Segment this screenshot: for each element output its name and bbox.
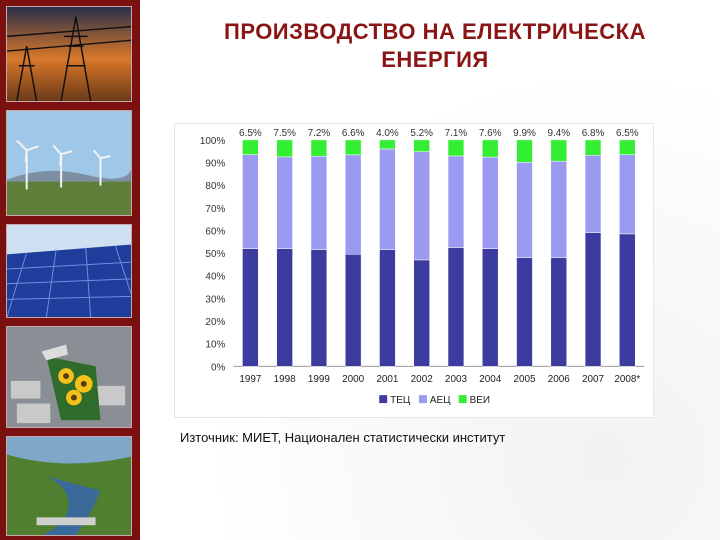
bar-top-label: 6.5% [239, 128, 262, 139]
chart-svg: 0% 10% 20% 30% 40% 50% 60% 70% 80% 90% 100% 6.5% 199… [200, 128, 645, 406]
bar-segment-ВЕИ [242, 139, 259, 155]
bar-segment-ВЕИ [516, 139, 533, 163]
source-note: Източник: МИЕТ, Национален статистически… [180, 430, 506, 445]
bar-top-label: 7.5% [273, 128, 296, 139]
solar-panels-photo [6, 224, 132, 318]
y-tick-label: 30% [205, 294, 225, 305]
bar-segment-ТЕЦ [242, 248, 259, 367]
y-tick-label: 70% [205, 204, 225, 215]
legend-swatch [379, 395, 388, 404]
bar-segment-ТЕЦ [516, 257, 533, 367]
y-tick-label: 60% [205, 226, 225, 237]
bar-segment-АЕЦ [619, 154, 636, 235]
stacked-bar-chart: 0% 10% 20% 30% 40% 50% 60% 70% 80% 90% 100% 6.5% 199… [174, 123, 654, 418]
y-tick-label: 20% [205, 317, 225, 328]
y-tick-label: 90% [205, 159, 225, 170]
bar-top-label: 6.5% [616, 128, 639, 139]
bar-segment-ТЕЦ [276, 248, 293, 367]
bar-segment-АЕЦ [379, 148, 396, 250]
bar-segment-АЕЦ [344, 154, 362, 255]
x-tick-label: 2006 [548, 374, 571, 385]
x-tick-label: 2002 [411, 374, 434, 385]
bar-segment-АЕЦ [242, 154, 259, 249]
y-tick-label: 100% [200, 136, 226, 147]
bar-segment-ВЕИ [447, 139, 465, 157]
bar-top-label: 6.8% [582, 128, 605, 139]
y-tick-label: 10% [205, 340, 225, 351]
x-tick-label: 2000 [342, 374, 365, 385]
x-tick-label: 2007 [582, 374, 605, 385]
x-tick-label: 2005 [513, 374, 536, 385]
bar-segment-АЕЦ [447, 155, 465, 248]
title-line-2: ЕНЕРГИЯ [381, 47, 489, 72]
x-tick-label: 1997 [239, 374, 262, 385]
x-tick-label: 2004 [479, 374, 502, 385]
bar-segment-ТЕЦ [447, 247, 465, 367]
bar-top-label: 7.6% [479, 128, 502, 139]
legend-label: ТЕЦ [390, 395, 411, 406]
bar-segment-ВЕИ [413, 139, 430, 152]
bar-segment-АЕЦ [584, 155, 602, 233]
bar-top-label: 4.0% [376, 128, 399, 139]
bar-top-label: 5.2% [410, 128, 433, 139]
legend-swatch [418, 395, 427, 404]
bar-top-label: 7.2% [308, 128, 331, 139]
bar-segment-АЕЦ [413, 151, 430, 261]
left-photo-band [0, 0, 140, 540]
y-tick-label: 50% [205, 249, 225, 260]
bar-segment-ТЕЦ [379, 249, 396, 367]
bar-segment-ВЕИ [550, 139, 567, 162]
bar-segment-ТЕЦ [344, 254, 362, 367]
bar-top-label: 7.1% [445, 128, 468, 139]
bar-segment-ТЕЦ [413, 259, 430, 367]
bar-segment-ВЕИ [344, 139, 362, 156]
y-tick-label: 40% [205, 272, 225, 283]
bar-segment-ВЕИ [276, 139, 293, 158]
bar-segment-ТЕЦ [482, 248, 499, 367]
x-tick-label: 1998 [274, 374, 297, 385]
title-line-1: ПРОИЗВОДСТВО НА ЕЛЕКТРИЧЕСКА [224, 19, 646, 44]
x-tick-label: 2008* [614, 374, 640, 385]
bar-segment-ВЕИ [482, 139, 499, 158]
bar-segment-ТЕЦ [584, 232, 602, 367]
bar-segment-ВЕИ [310, 139, 328, 157]
bar-segment-ТЕЦ [550, 257, 567, 367]
bar-segment-ВЕИ [619, 139, 636, 155]
power-lines-photo [6, 6, 132, 102]
legend-label: АЕЦ [430, 395, 451, 406]
y-tick-label: 0% [211, 362, 226, 373]
x-tick-label: 2003 [445, 374, 468, 385]
bar-segment-АЕЦ [482, 156, 499, 249]
bar-top-label: 9.4% [547, 128, 570, 139]
wind-turbines-photo [6, 110, 132, 216]
x-tick-label: 1999 [308, 374, 331, 385]
legend-swatch [458, 395, 467, 404]
y-tick-label: 80% [205, 181, 225, 192]
bar-segment-АЕЦ [310, 155, 328, 250]
bar-top-label: 6.6% [342, 128, 365, 139]
bar-top-label: 9.9% [513, 128, 536, 139]
bar-segment-ТЕЦ [310, 249, 328, 367]
dam-photo [6, 436, 132, 536]
bar-segment-ВЕИ [379, 139, 396, 150]
bar-segment-ВЕИ [584, 139, 602, 156]
x-tick-label: 2001 [376, 374, 399, 385]
bar-segment-АЕЦ [516, 162, 533, 258]
bar-segment-АЕЦ [276, 156, 293, 249]
legend-label: ВЕИ [470, 395, 490, 406]
bar-segment-ТЕЦ [619, 233, 636, 367]
slide-title: ПРОИЗВОДСТВО НА ЕЛЕКТРИЧЕСКА ЕНЕРГИЯ [150, 18, 720, 74]
bar-segment-АЕЦ [550, 160, 567, 258]
cars-sunflowers-photo [6, 326, 132, 428]
